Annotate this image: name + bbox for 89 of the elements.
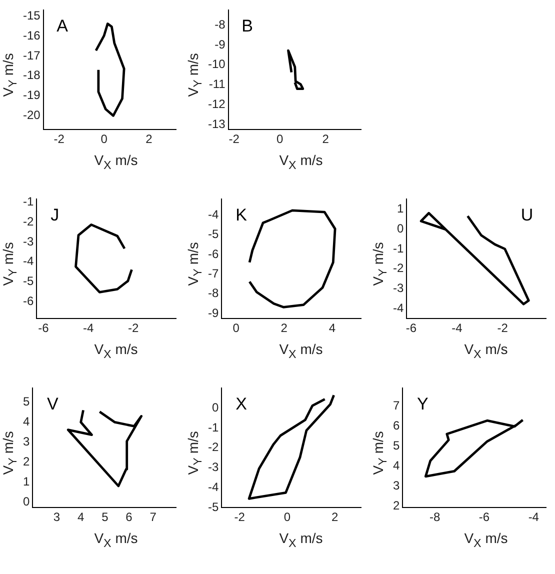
y-tick-label: -15 bbox=[23, 8, 41, 22]
x-axis-title: V$_{X}$ m/s bbox=[278, 341, 324, 361]
y-tick-label: 0 bbox=[212, 400, 219, 414]
y-tick-label: -19 bbox=[23, 88, 41, 102]
annotation: A bbox=[56, 16, 69, 36]
x-axis-title: V$_{X}$ m/s bbox=[278, 530, 324, 550]
x-tick-label: 3 bbox=[53, 510, 60, 524]
y-tick-label: 0 bbox=[396, 221, 404, 236]
y-tick-label: -6 bbox=[23, 294, 34, 308]
x-tick-label: 0 bbox=[232, 321, 240, 336]
y-tick-label: -4 bbox=[393, 300, 404, 315]
y-tick-label: -6 bbox=[208, 246, 219, 261]
x-axis-title: V$_{X}$ m/s bbox=[93, 341, 139, 361]
x-tick-label: -4 bbox=[452, 321, 463, 336]
y-tick-label: -1 bbox=[393, 241, 404, 256]
x-axis-title: V$_{X}$ m/s bbox=[93, 530, 139, 550]
y-tick-label: -3 bbox=[208, 460, 219, 474]
y-tick-label: 2 bbox=[392, 498, 400, 513]
x-tick-label: -2 bbox=[54, 132, 65, 146]
y-tick-label: 5 bbox=[22, 394, 30, 409]
y-tick-label: 5 bbox=[392, 438, 400, 453]
y-tick-label: -13 bbox=[208, 116, 226, 131]
y-tick-label: -20 bbox=[23, 108, 41, 122]
y-tick-label: -16 bbox=[23, 28, 41, 42]
y-tick-label: 3 bbox=[392, 478, 400, 493]
x-tick-label: 0 bbox=[284, 510, 291, 524]
x-tick-label: 4 bbox=[78, 510, 85, 524]
annotation: Y bbox=[417, 394, 428, 414]
y-tick-label: 1 bbox=[22, 474, 30, 489]
x-tick-label: 0 bbox=[276, 132, 284, 146]
y-tick-label: -17 bbox=[23, 48, 41, 62]
x-tick-label: 5 bbox=[102, 510, 109, 524]
y-tick-label: -3 bbox=[23, 234, 34, 248]
y-tick-label: 0 bbox=[22, 494, 30, 509]
y-tick-label: -5 bbox=[208, 227, 219, 242]
x-tick-label: 7 bbox=[150, 510, 157, 524]
annotation: J bbox=[50, 206, 60, 225]
y-tick-label: -5 bbox=[208, 500, 219, 514]
x-tick-label: -4 bbox=[83, 321, 94, 336]
x-tick-label: -4 bbox=[528, 510, 540, 524]
x-tick-label: -2 bbox=[497, 321, 508, 336]
x-axis-title: V$_{X}$ m/s bbox=[278, 152, 324, 172]
y-tick-label: -11 bbox=[208, 77, 226, 92]
y-tick-label: 4 bbox=[392, 458, 400, 473]
y-tick-label: -7 bbox=[208, 266, 219, 281]
y-tick-label: -8 bbox=[214, 17, 226, 32]
y-tick-label: -12 bbox=[208, 97, 226, 112]
annotation: B bbox=[242, 16, 253, 36]
x-axis-title: V$_{X}$ m/s bbox=[463, 530, 509, 550]
x-tick-label: -6 bbox=[406, 321, 417, 336]
x-tick-label: -6 bbox=[478, 510, 490, 524]
x-axis-title: V$_{X}$ m/s bbox=[93, 152, 139, 172]
y-tick-label: -4 bbox=[23, 254, 34, 268]
x-tick-label: 2 bbox=[322, 132, 330, 146]
annotation: K bbox=[236, 206, 248, 225]
y-tick-label: -3 bbox=[393, 281, 404, 296]
y-tick-label: -4 bbox=[208, 480, 219, 494]
y-tick-label: -1 bbox=[208, 420, 219, 434]
x-tick-label: -2 bbox=[234, 510, 246, 524]
y-tick-label: -2 bbox=[208, 440, 219, 454]
x-tick-label: 6 bbox=[126, 510, 133, 524]
y-tick-label: -9 bbox=[214, 37, 226, 52]
annotation: U bbox=[520, 206, 534, 225]
x-tick-label: 2 bbox=[280, 321, 288, 336]
x-tick-label: -8 bbox=[429, 510, 440, 524]
y-tick-label: 3 bbox=[22, 434, 30, 449]
y-tick-label: 1 bbox=[396, 201, 404, 216]
y-tick-label: 2 bbox=[22, 454, 30, 469]
annotation: X bbox=[236, 394, 247, 414]
x-tick-label: 2 bbox=[146, 132, 153, 146]
y-tick-label: -8 bbox=[208, 286, 219, 300]
y-tick-label: -18 bbox=[23, 68, 41, 82]
y-tick-label: -5 bbox=[23, 274, 34, 288]
y-tick-label: -10 bbox=[208, 57, 226, 72]
y-tick-label: 6 bbox=[392, 418, 400, 433]
x-tick-label: 2 bbox=[331, 510, 338, 524]
y-tick-label: -4 bbox=[208, 207, 219, 222]
y-tick-label: -9 bbox=[208, 306, 219, 320]
x-tick-label: -2 bbox=[128, 321, 139, 336]
x-tick-label: 0 bbox=[100, 132, 108, 146]
y-tick-label: 4 bbox=[22, 414, 30, 429]
y-tick-label: -2 bbox=[23, 214, 34, 228]
annotation: V bbox=[47, 394, 60, 414]
y-tick-label: -1 bbox=[23, 194, 34, 208]
x-axis-title: V$_{X}$ m/s bbox=[463, 341, 509, 361]
y-tick-label: -2 bbox=[393, 261, 404, 276]
x-tick-label: -2 bbox=[228, 132, 240, 146]
x-tick-label: 4 bbox=[328, 321, 336, 336]
y-tick-label: 7 bbox=[392, 398, 400, 413]
